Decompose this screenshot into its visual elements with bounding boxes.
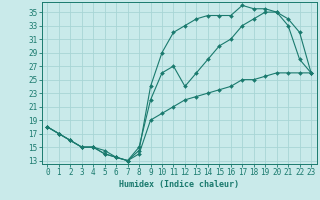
X-axis label: Humidex (Indice chaleur): Humidex (Indice chaleur) (119, 180, 239, 189)
